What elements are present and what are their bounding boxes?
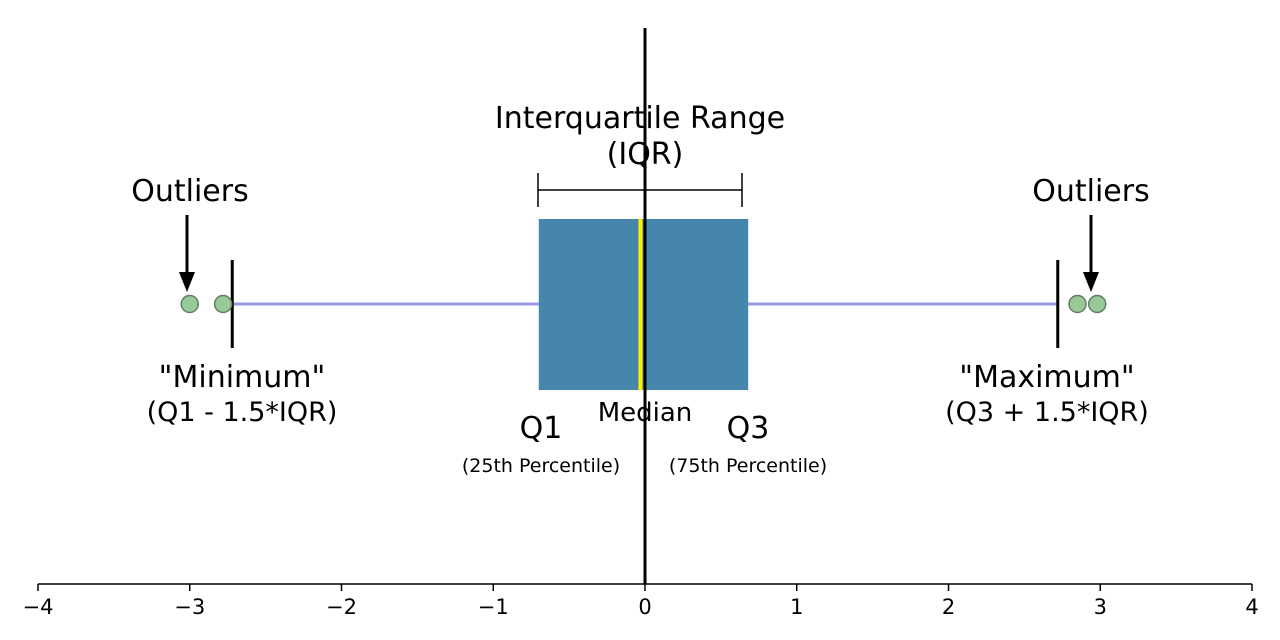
x-tick-label: 1 bbox=[790, 595, 803, 619]
x-tick-label: 4 bbox=[1245, 595, 1258, 619]
iqr-subtitle: (IQR) bbox=[607, 137, 684, 172]
minimum-formula: (Q1 - 1.5*IQR) bbox=[147, 397, 338, 428]
outlier-point bbox=[1068, 294, 1087, 314]
x-tick-label: 3 bbox=[1094, 595, 1107, 619]
outlier-point bbox=[180, 294, 199, 314]
outlier-arrow-left-head bbox=[179, 272, 195, 292]
q1-label: Q1 bbox=[520, 411, 563, 446]
minimum-label: "Minimum" bbox=[159, 360, 326, 395]
maximum-formula: (Q3 + 1.5*IQR) bbox=[945, 397, 1149, 428]
outliers-right-label: Outliers bbox=[1032, 174, 1149, 209]
iqr-box bbox=[538, 219, 749, 390]
x-tick-label: 2 bbox=[942, 595, 955, 619]
iqr-title: Interquartile Range bbox=[495, 101, 785, 136]
x-tick-label: −1 bbox=[478, 595, 509, 619]
x-tick-label: −4 bbox=[23, 595, 54, 619]
outlier-point bbox=[1087, 294, 1107, 314]
plot-area: −4 −3 −2 −1 0 1 2 3 4 bbox=[23, 28, 1259, 619]
x-tick-label: −2 bbox=[326, 595, 357, 619]
outliers-left-label: Outliers bbox=[131, 174, 248, 209]
q3-label: Q3 bbox=[727, 411, 770, 446]
median-label: Median bbox=[598, 398, 693, 428]
maximum-label: "Maximum" bbox=[959, 360, 1134, 395]
outlier-point bbox=[213, 294, 233, 314]
x-tick-label: 0 bbox=[638, 595, 651, 619]
q3-sublabel: (75th Percentile) bbox=[669, 455, 827, 477]
q1-sublabel: (25th Percentile) bbox=[462, 455, 620, 477]
x-tick-label: −3 bbox=[174, 595, 205, 619]
outlier-arrow-right-head bbox=[1083, 272, 1099, 292]
